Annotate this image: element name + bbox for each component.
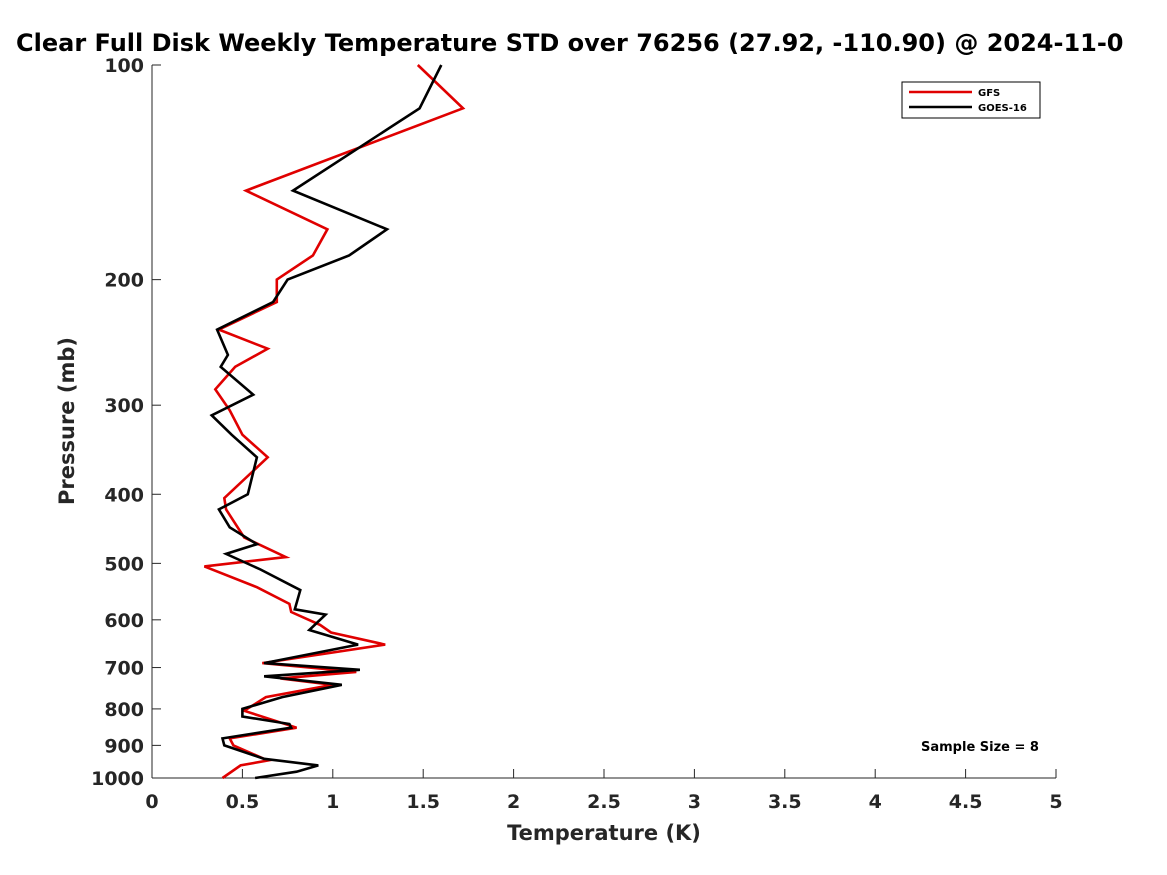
x-axis-label: Temperature (K) — [507, 821, 701, 845]
y-tick-label: 600 — [104, 610, 144, 632]
x-tick-label: 0 — [145, 791, 158, 813]
x-tick-label: 3 — [688, 791, 701, 813]
x-tick-label: 0.5 — [226, 791, 260, 813]
y-tick-label: 900 — [104, 735, 144, 757]
legend-box — [901, 81, 1041, 119]
legend-label-gfs: GFS — [978, 88, 1000, 99]
x-tick-label: 1 — [326, 791, 339, 813]
y-tick-label: 700 — [104, 658, 144, 680]
x-tick-label: 4 — [869, 791, 882, 813]
y-axis-label: Pressure (mb) — [55, 337, 79, 505]
chart-title: Clear Full Disk Weekly Temperature STD o… — [16, 29, 1124, 57]
legend: GFS GOES-16 — [901, 81, 1041, 119]
x-tick-label: 2 — [507, 791, 520, 813]
plot-lines — [203, 64, 466, 780]
x-tick-label: 1.5 — [406, 791, 440, 813]
y-tick-label: 400 — [104, 484, 144, 506]
y-tick-label: 1000 — [91, 768, 144, 790]
axes: 0 0.5 1 1.5 2 2.5 3 3.5 4 4.5 5 100 200 300 400 500 600 7… — [91, 55, 1063, 813]
x-tick-label: 2.5 — [587, 791, 621, 813]
y-tick-label: 800 — [104, 699, 144, 721]
y-tick-label: 200 — [104, 270, 144, 292]
x-tick-label: 3.5 — [768, 791, 802, 813]
y-tick-label: 500 — [104, 553, 144, 575]
legend-label-goes16: GOES-16 — [978, 103, 1027, 114]
x-tick-label: 4.5 — [949, 791, 983, 813]
series-line-gfs — [203, 64, 466, 780]
x-tick-label: 5 — [1049, 791, 1062, 813]
series-line-goes16 — [209, 64, 443, 780]
y-tick-label: 300 — [104, 395, 144, 417]
y-tick-label: 100 — [104, 55, 144, 77]
sample-size-annotation: Sample Size = 8 — [921, 740, 1039, 755]
